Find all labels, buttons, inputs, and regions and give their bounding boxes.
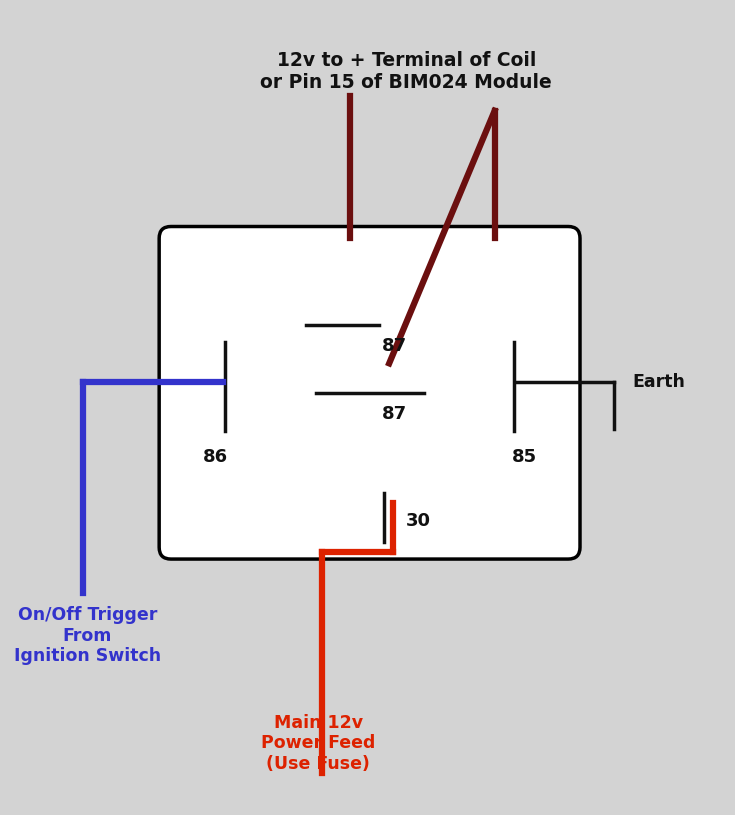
Text: Earth: Earth — [632, 372, 685, 390]
Text: On/Off Trigger
From
Ignition Switch: On/Off Trigger From Ignition Switch — [14, 606, 161, 665]
Text: 30: 30 — [406, 512, 431, 530]
Text: 87: 87 — [381, 405, 406, 423]
Text: Main 12v
Power Feed
(Use Fuse): Main 12v Power Feed (Use Fuse) — [261, 714, 376, 773]
Text: 85: 85 — [512, 448, 537, 466]
Text: 86: 86 — [203, 448, 228, 466]
FancyBboxPatch shape — [159, 227, 580, 559]
Text: 87: 87 — [381, 337, 406, 355]
Text: 12v to + Terminal of Coil
or Pin 15 of BIM024 Module: 12v to + Terminal of Coil or Pin 15 of B… — [260, 51, 552, 92]
